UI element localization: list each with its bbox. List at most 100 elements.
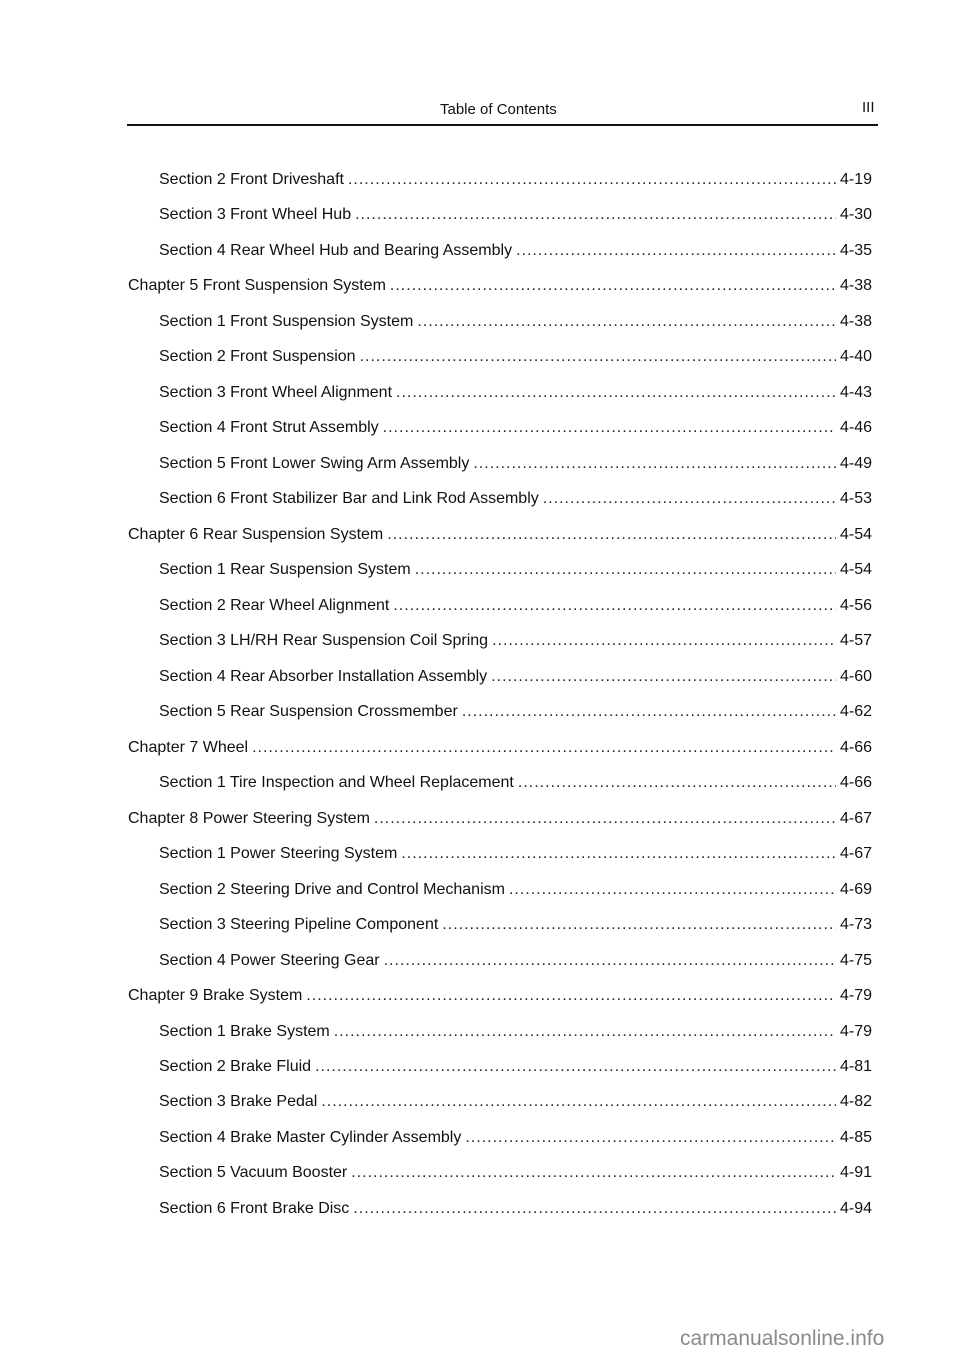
toc-entry-chapter[interactable]: Chapter 7 Wheel 4-66 <box>128 739 872 761</box>
toc-entry-page: 4-57 <box>839 632 872 650</box>
toc-entry-label: Section 4 Front Strut Assembly <box>159 419 379 437</box>
toc-entry-section[interactable]: Section 4 Front Strut Assembly 4-46 <box>159 419 872 441</box>
toc-entry-section[interactable]: Section 3 LH/RH Rear Suspension Coil Spr… <box>159 632 872 654</box>
dot-leader <box>415 561 836 579</box>
toc-entry-section[interactable]: Section 5 Vacuum Booster 4-91 <box>159 1164 872 1186</box>
toc-entry-section[interactable]: Section 2 Front Driveshaft 4-19 <box>159 171 872 193</box>
toc-entry-label: Section 6 Front Stabilizer Bar and Link … <box>159 490 539 508</box>
watermark: carmanualsonline.info <box>680 1327 885 1350</box>
dot-leader <box>396 384 836 402</box>
toc-entry-section[interactable]: Section 2 Rear Wheel Alignment 4-56 <box>159 597 872 619</box>
toc-entry-page: 4-60 <box>839 667 872 685</box>
dot-leader <box>509 881 836 899</box>
header-rule <box>127 124 878 126</box>
toc-entry-page: 4-94 <box>839 1199 872 1217</box>
toc-entry-chapter[interactable]: Chapter 6 Rear Suspension System 4-54 <box>128 526 872 548</box>
toc-entry-page: 4-38 <box>839 277 872 295</box>
toc-entry-section[interactable]: Section 2 Brake Fluid 4-81 <box>159 1058 872 1080</box>
toc-entry-page: 4-66 <box>839 738 872 756</box>
toc-entry-page: 4-67 <box>839 809 872 827</box>
toc-entry-section[interactable]: Section 2 Front Suspension 4-40 <box>159 348 872 370</box>
toc-entry-page: 4-19 <box>839 171 872 188</box>
dot-leader <box>348 171 836 189</box>
toc-entry-label: Section 2 Front Suspension <box>159 348 356 366</box>
dot-leader <box>334 1023 836 1041</box>
toc-entry-section[interactable]: Section 6 Front Stabilizer Bar and Link … <box>159 490 872 512</box>
dot-leader <box>518 774 836 792</box>
toc-entry-section[interactable]: Section 4 Rear Absorber Installation Ass… <box>159 668 872 690</box>
page-number: III <box>862 99 875 116</box>
dot-leader <box>417 313 836 331</box>
toc-entry-label: Chapter 5 Front Suspension System <box>128 277 386 295</box>
toc-entry-page: 4-46 <box>839 419 872 437</box>
dot-leader <box>321 1093 836 1111</box>
toc-entry-page: 4-40 <box>839 348 872 366</box>
toc-entry-page: 4-49 <box>839 454 872 472</box>
toc-entry-page: 4-79 <box>839 987 872 1005</box>
dot-leader <box>355 206 836 224</box>
toc-entry-section[interactable]: Section 6 Front Brake Disc 4-94 <box>159 1200 872 1222</box>
toc-entry-label: Section 4 Rear Wheel Hub and Bearing Ass… <box>159 241 513 259</box>
toc-entry-label: Section 1 Brake System <box>159 1022 330 1040</box>
toc-entry-label: Chapter 6 Rear Suspension System <box>128 525 384 543</box>
toc-entry-label: Section 4 Brake Master Cylinder Assembly <box>159 1128 462 1146</box>
toc-entry-label: Chapter 9 Brake System <box>128 987 303 1005</box>
toc-entry-page: 4-54 <box>839 525 872 543</box>
toc-entry-chapter[interactable]: Chapter 9 Brake System 4-79 <box>128 987 872 1009</box>
toc-entry-section[interactable]: Section 4 Rear Wheel Hub and Bearing Ass… <box>159 242 872 264</box>
dot-leader <box>393 597 836 615</box>
toc-entry-label: Section 2 Rear Wheel Alignment <box>159 596 390 614</box>
toc-entry-label: Section 4 Power Steering Gear <box>159 951 380 969</box>
toc-entry-page: 4-53 <box>839 490 872 508</box>
toc-entry-page: 4-85 <box>839 1128 872 1146</box>
toc-entry-section[interactable]: Section 5 Rear Suspension Crossmember 4-6… <box>159 703 872 725</box>
toc-entry-label: Chapter 8 Power Steering System <box>128 809 370 827</box>
toc-entry-section[interactable]: Section 4 Power Steering Gear 4-75 <box>159 952 872 974</box>
dot-leader <box>252 739 836 757</box>
toc-entry-page: 4-30 <box>839 206 872 224</box>
dot-leader <box>543 490 836 508</box>
toc-entry-label: Section 5 Front Lower Swing Arm Assembly <box>159 454 470 472</box>
toc-entry-section[interactable]: Section 1 Rear Suspension System 4-54 <box>159 561 872 583</box>
toc-entry-page: 4-66 <box>839 774 872 792</box>
toc-entry-section[interactable]: Section 3 Brake Pedal 4-82 <box>159 1093 872 1115</box>
toc-entry-page: 4-75 <box>839 951 872 969</box>
dot-leader <box>351 1164 836 1182</box>
toc-entry-section[interactable]: Section 3 Steering Pipeline Component 4-7… <box>159 916 872 938</box>
toc-entry-label: Section 2 Steering Drive and Control Mec… <box>159 880 505 898</box>
toc-entry-page: 4-79 <box>839 1022 872 1040</box>
dot-leader <box>306 987 836 1005</box>
toc-entry-label: Section 1 Power Steering System <box>159 845 398 863</box>
toc-entry-page: 4-54 <box>839 561 872 579</box>
toc-entry-page: 4-35 <box>839 241 872 259</box>
toc-entry-section[interactable]: Section 4 Brake Master Cylinder Assembly… <box>159 1129 872 1151</box>
toc-entry-page: 4-43 <box>839 383 872 401</box>
toc-entry-section[interactable]: Section 3 Front Wheel Alignment 4-43 <box>159 384 872 406</box>
toc-entry-label: Section 5 Rear Suspension Crossmember <box>159 703 458 721</box>
toc-entry-page: 4-67 <box>839 845 872 863</box>
toc-entry-label: Section 2 Front Driveshaft <box>159 171 344 188</box>
toc-entry-section[interactable]: Section 2 Steering Drive and Control Mec… <box>159 881 872 903</box>
dot-leader <box>383 419 836 437</box>
toc-entry-section[interactable]: Section 1 Brake System 4-79 <box>159 1023 872 1045</box>
dot-leader <box>473 455 836 473</box>
toc-entry-chapter[interactable]: Chapter 8 Power Steering System 4-67 <box>128 810 872 832</box>
toc-entry-section[interactable]: Section 1 Front Suspension System 4-38 <box>159 313 872 335</box>
toc-entry-section[interactable]: Section 5 Front Lower Swing Arm Assembly… <box>159 455 872 477</box>
toc-entry-page: 4-82 <box>839 1093 872 1111</box>
toc-entry-page: 4-62 <box>839 703 872 721</box>
dot-leader <box>390 277 836 295</box>
toc-entry-page: 4-91 <box>839 1164 872 1182</box>
dot-leader <box>353 1200 836 1218</box>
dot-leader <box>374 810 836 828</box>
toc-entry-section[interactable]: Section 3 Front Wheel Hub 4-30 <box>159 206 872 228</box>
toc-entry-page: 4-56 <box>839 596 872 614</box>
toc-entry-label: Section 2 Brake Fluid <box>159 1058 312 1075</box>
toc-entry-page: 4-69 <box>839 880 872 898</box>
dot-leader <box>401 845 836 863</box>
dot-leader <box>492 632 836 650</box>
toc-entry-section[interactable]: Section 1 Power Steering System 4-67 <box>159 845 872 867</box>
toc-entry-section[interactable]: Section 1 Tire Inspection and Wheel Repl… <box>159 774 872 796</box>
toc-entry-chapter[interactable]: Chapter 5 Front Suspension System 4-38 <box>128 277 872 299</box>
toc-entry-page: 4-73 <box>839 916 872 934</box>
